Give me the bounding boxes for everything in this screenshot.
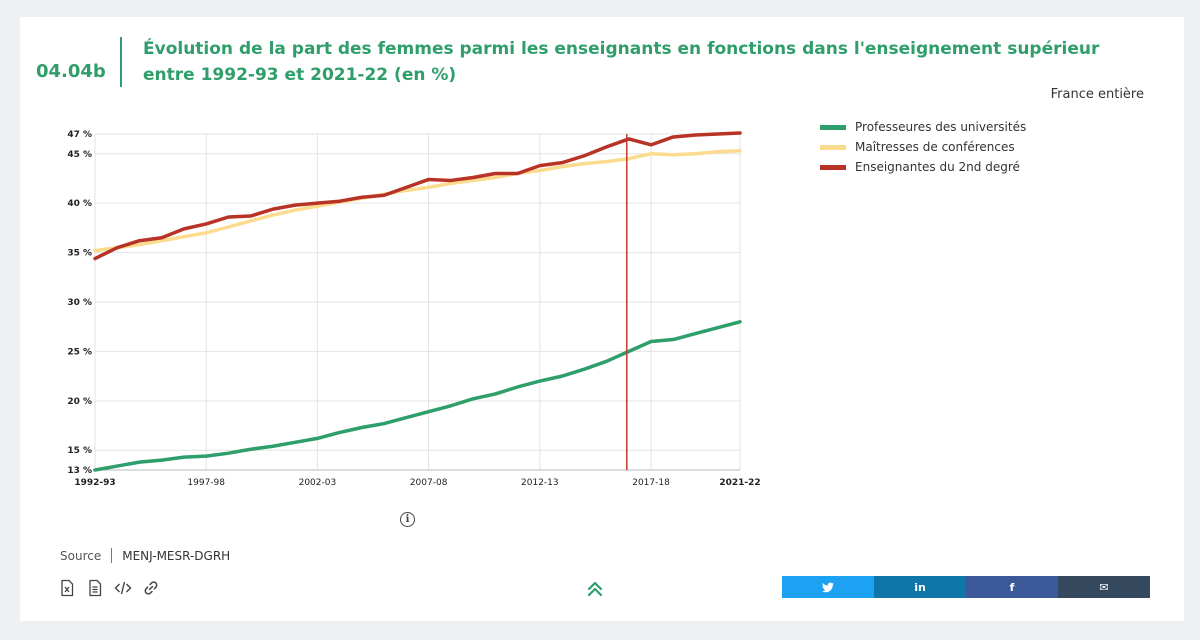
x-tick-label: 1997-98 (187, 478, 225, 488)
link-icon[interactable] (142, 579, 160, 597)
twitter-share-button[interactable] (782, 576, 874, 598)
chart-title: Évolution de la part des femmes parmi le… (143, 39, 1100, 85)
figure-code: 04.04b (36, 61, 106, 82)
legend-item[interactable]: Maîtresses de conférences (820, 137, 1026, 157)
x-tick-label: 2007-08 (410, 478, 448, 488)
x-tick-label: 2012-13 (521, 478, 559, 488)
source-label: Source (60, 548, 102, 563)
info-icon[interactable]: i (400, 512, 415, 527)
tools (58, 579, 160, 597)
source: Source MENJ-MESR-DGRH (60, 548, 230, 563)
legend-swatch (820, 164, 846, 170)
scroll-top-chevron-icon[interactable] (586, 580, 604, 598)
share-bar: in f ✉ (782, 576, 1150, 598)
excel-file-icon[interactable] (58, 579, 76, 597)
chart-card: 04.04b Évolution de la part des femmes p… (20, 17, 1184, 621)
x-tick-label: 2021-22 (719, 478, 760, 488)
email-share-button[interactable]: ✉ (1058, 576, 1150, 598)
legend-label: Maîtresses de conférences (855, 140, 1015, 154)
source-value: MENJ-MESR-DGRH (122, 548, 231, 563)
legend-label: Professeures des universités (855, 120, 1027, 134)
embed-code-icon[interactable] (114, 579, 132, 597)
y-tick-label: 13 % (67, 466, 92, 476)
y-tick-label: 35 % (67, 249, 92, 259)
legend-label: Enseignantes du 2nd degré (855, 160, 1020, 174)
document-icon[interactable] (86, 579, 104, 597)
region-label: France entière (1050, 87, 1144, 102)
y-axis-ticks: 13 % 15 % 20 % 25 % 30 % 35 % 40 % 45 % 47 % (67, 130, 92, 476)
y-tick-label: 45 % (67, 150, 92, 160)
x-tick-label: 2002-03 (299, 478, 337, 488)
series-line (93, 320, 742, 472)
y-tick-label: 20 % (67, 397, 92, 407)
title-divider (120, 37, 122, 87)
y-tick-label: 15 % (67, 446, 92, 456)
source-divider (111, 548, 113, 563)
series-lines (93, 131, 742, 472)
series-line (93, 131, 742, 261)
y-tick-label: 47 % (67, 130, 92, 140)
y-tick-label: 30 % (67, 298, 92, 308)
legend-item[interactable]: Professeures des universités (820, 117, 1026, 137)
y-tick-label: 25 % (67, 347, 92, 357)
linkedin-share-button[interactable]: in (874, 576, 966, 598)
facebook-share-button[interactable]: f (966, 576, 1058, 598)
legend-item[interactable]: Enseignantes du 2nd degré (820, 157, 1026, 177)
legend-swatch (820, 124, 846, 130)
grid (94, 133, 741, 471)
legend-swatch (820, 144, 846, 150)
line-chart: 13 % 15 % 20 % 25 % 30 % 35 % 40 % 45 % 47 % 199… (67, 130, 760, 488)
x-tick-label: 1992-93 (74, 478, 115, 488)
twitter-icon (822, 582, 834, 592)
legend: Professeures des universités Maîtresses … (820, 117, 1026, 177)
series-line (93, 149, 742, 253)
y-tick-label: 40 % (67, 199, 92, 209)
x-axis-ticks: 1992-93 1997-98 2002-03 2007-08 2012-13 2017-… (74, 478, 760, 488)
x-tick-label: 2017-18 (632, 478, 670, 488)
